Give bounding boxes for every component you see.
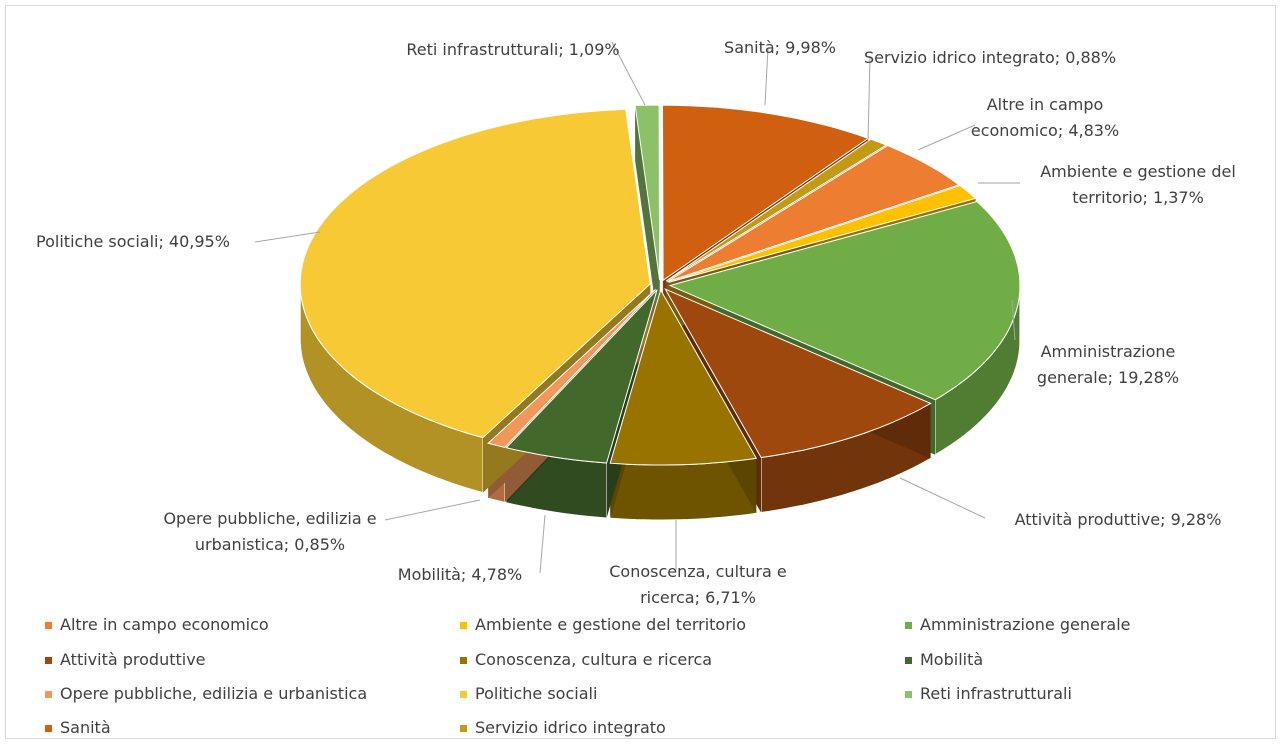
legend-label: Amministrazione generale	[920, 615, 1131, 634]
pie-slice	[505, 289, 658, 464]
pie-side	[635, 105, 660, 336]
legend-item: Politiche sociali	[460, 684, 597, 704]
legend-swatch	[45, 691, 52, 698]
leader-line	[384, 499, 481, 521]
legend-swatch	[45, 725, 52, 732]
data-label: Altre in campo economico; 4,83%	[970, 95, 1120, 140]
legend-label: Opere pubbliche, edilizia e urbanistica	[60, 684, 368, 703]
pie-slice	[487, 289, 656, 448]
legend-label: Politiche sociali	[475, 684, 598, 703]
legend-item: Opere pubbliche, edilizia e urbanistica	[45, 684, 367, 704]
data-label: Reti infrastrutturali; 1,09%	[406, 40, 620, 59]
legend-swatch	[460, 622, 467, 629]
leader-line	[899, 477, 986, 519]
legend-item: Conoscenza, cultura e ricerca	[460, 650, 712, 670]
leader-line	[867, 55, 871, 143]
legend-swatch	[905, 657, 912, 664]
legend-label: Servizio idrico integrato	[475, 718, 666, 737]
legend-label: Attività produttive	[60, 650, 206, 669]
data-label: Amministrazione generale; 19,28%	[1036, 342, 1180, 387]
leader-line	[611, 41, 646, 106]
pie-slice	[664, 288, 932, 459]
data-label: Politiche sociali; 40,95%	[36, 232, 230, 251]
legend-item: Ambiente e gestione del territorio	[460, 615, 746, 635]
legend-label: Ambiente e gestione del territorio	[475, 615, 747, 634]
pie-slice	[668, 184, 977, 283]
legend-item: Reti infrastrutturali	[905, 684, 1072, 704]
legend-swatch	[460, 691, 467, 698]
legend-item: Sanità	[45, 718, 111, 738]
leader-line	[1011, 299, 1016, 341]
pie-slice	[668, 200, 1021, 401]
legend-swatch	[45, 622, 52, 629]
pie-slice	[661, 104, 870, 282]
legend-label: Conoscenza, cultura e ricerca	[475, 650, 713, 669]
legend-swatch	[460, 657, 467, 664]
data-label: Conoscenza, cultura e ricerca; 6,71%	[609, 562, 787, 607]
legend-item: Servizio idrico integrato	[460, 718, 666, 738]
legend-swatch	[460, 725, 467, 732]
legend-swatch	[905, 691, 912, 698]
pie-slice	[665, 138, 888, 282]
chart-border	[5, 5, 1276, 739]
legend-label: Reti infrastrutturali	[920, 684, 1072, 703]
legend-item: Mobilità	[905, 650, 983, 670]
leader-line	[254, 231, 321, 243]
leader-line	[539, 514, 546, 574]
legend-label: Mobilità	[920, 650, 984, 669]
data-label: Ambiente e gestione del territorio; 1,37…	[1040, 162, 1236, 207]
leader-line	[917, 124, 976, 151]
pie-slice	[609, 288, 758, 466]
legend-label: Sanità	[60, 718, 111, 737]
data-label: Mobilità; 4,78%	[397, 565, 523, 584]
legend-swatch	[905, 622, 912, 629]
pie-slice	[299, 108, 651, 439]
pie-slice	[667, 145, 960, 283]
legend-swatch	[45, 657, 52, 664]
data-label: Servizio idrico integrato; 0,88%	[863, 48, 1117, 67]
pie-slice	[634, 104, 661, 281]
legend-item: Altre in campo economico	[45, 615, 269, 635]
legend-item: Amministrazione generale	[905, 615, 1131, 635]
data-label: Attività produttive; 9,28%	[1014, 510, 1222, 529]
data-label: Opere pubbliche, edilizia e urbanistica;…	[163, 509, 377, 554]
legend-item: Attività produttive	[45, 650, 206, 670]
data-label: Sanità; 9,98%	[724, 38, 836, 57]
leader-line	[764, 47, 769, 106]
legend-label: Altre in campo economico	[60, 615, 269, 634]
